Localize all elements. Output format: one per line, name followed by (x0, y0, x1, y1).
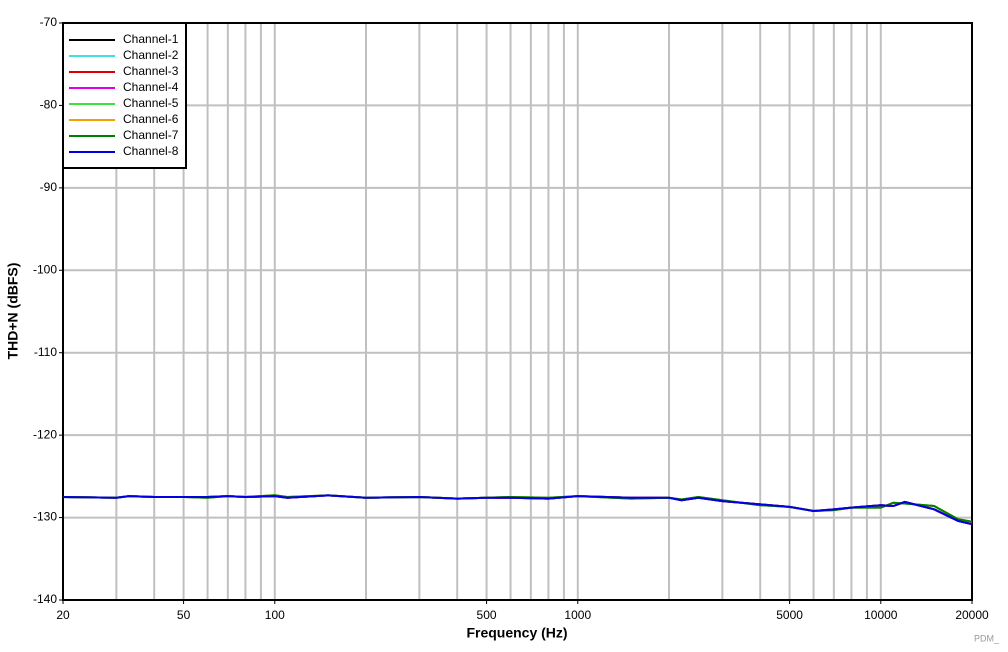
x-tick-label: 100 (265, 608, 285, 622)
plot-frame (62, 22, 973, 601)
series-line (62, 494, 973, 526)
legend-label: Channel-5 (123, 96, 179, 110)
y-tick-label: -110 (34, 345, 57, 359)
y-tick-label: -140 (33, 592, 57, 606)
y-axis-title: THD+N (dBFS) (5, 263, 21, 360)
y-tick-label: -90 (40, 180, 58, 194)
legend-label: Channel-2 (123, 48, 179, 62)
legend-label: Channel-7 (123, 128, 179, 142)
x-axis-title: Frequency (Hz) (466, 625, 567, 641)
y-tick-label: -80 (40, 98, 58, 112)
legend-box (62, 22, 187, 169)
x-tick-label: 50 (177, 608, 191, 622)
legend-label: Channel-8 (123, 144, 179, 158)
x-tick-label: 20 (56, 608, 70, 622)
watermark: PDM_ (974, 633, 1000, 643)
y-tick-label: -70 (40, 15, 58, 29)
legend-label: Channel-1 (123, 32, 179, 46)
y-tick-label: -130 (33, 510, 57, 524)
x-tick-label: 1000 (564, 608, 591, 622)
legend-label: Channel-3 (123, 64, 179, 78)
y-tick-label: -120 (33, 427, 57, 441)
x-tick-label: 20000 (955, 608, 989, 622)
y-tick-label: -100 (33, 262, 57, 276)
legend-label: Channel-6 (123, 112, 179, 126)
legend-label: Channel-4 (123, 80, 179, 94)
x-tick-label: 500 (477, 608, 497, 622)
x-tick-label: 5000 (776, 608, 803, 622)
x-tick-label: 10000 (864, 608, 898, 622)
